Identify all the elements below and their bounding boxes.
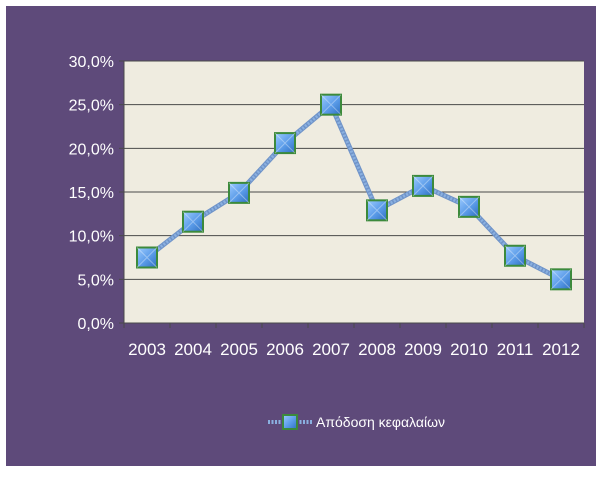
line-chart: 0,0%5,0%10,0%15,0%20,0%25,0%30,0% 2003 20… — [6, 6, 596, 466]
x-tick-label: 2005 — [220, 340, 258, 359]
legend-marker-swatch — [282, 414, 298, 430]
data-point-marker[interactable] — [504, 244, 526, 267]
x-tick-label: 2004 — [174, 340, 212, 359]
y-tick-label: 30,0% — [69, 54, 114, 71]
x-tick-label: 2009 — [404, 340, 442, 359]
y-tick-label: 10,0% — [69, 229, 114, 246]
series-layer — [136, 93, 572, 291]
x-tick-label: 2003 — [128, 340, 166, 359]
y-tick-label: 15,0% — [69, 185, 114, 202]
y-tick-label: 25,0% — [69, 98, 114, 115]
x-axis-tick-labels: 2003 2004 2005 2006 2007 2008 2009 2010 2011 2012 — [128, 340, 580, 359]
y-tick-label: 0,0% — [78, 316, 114, 333]
chart-frame: 0,0% 5,0% 10,0% 15,0% 20,0% 25,0% 30,0% 2003 20… — [6, 6, 596, 466]
x-tick-label: 2012 — [542, 340, 580, 359]
y-tick-label: 5,0% — [78, 272, 114, 289]
data-point-marker[interactable] — [274, 132, 296, 155]
data-point-marker[interactable] — [458, 195, 480, 218]
data-point-marker[interactable] — [182, 210, 204, 233]
y-axis-tick-labels: 0,0% 5,0% 10,0% 15,0% 20,0% 25,0% 30,0% — [69, 54, 114, 333]
gridlines — [124, 60, 584, 280]
data-point-marker[interactable] — [366, 199, 388, 222]
y-tick-label: 20,0% — [69, 141, 114, 158]
legend-entry-label: Απόδοση κεφαλαίων — [316, 414, 445, 430]
x-tick-label: 2006 — [266, 340, 304, 359]
data-point-marker[interactable] — [136, 246, 158, 269]
axes — [119, 60, 585, 328]
x-tick-label: 2011 — [497, 340, 534, 359]
series-line — [146, 103, 562, 281]
x-tick-label: 2007 — [312, 340, 350, 359]
x-tick-label: 2010 — [450, 340, 488, 359]
legend: Απόδοση κεφαλαίων — [268, 414, 445, 430]
data-point-marker[interactable] — [320, 93, 342, 116]
data-point-marker[interactable] — [228, 181, 250, 204]
data-point-marker[interactable] — [550, 268, 572, 291]
data-point-marker[interactable] — [412, 174, 434, 197]
x-tick-label: 2008 — [358, 340, 396, 359]
